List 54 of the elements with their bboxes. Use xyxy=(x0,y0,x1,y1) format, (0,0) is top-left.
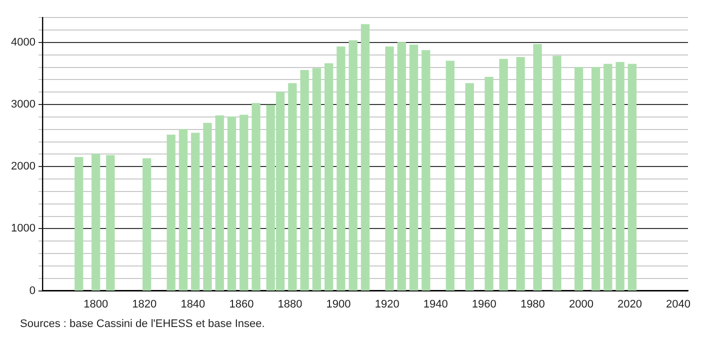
bar xyxy=(628,64,637,291)
bar xyxy=(300,70,309,291)
bar xyxy=(252,102,260,291)
bar xyxy=(336,46,346,291)
y-tick-label: 0 xyxy=(29,284,36,297)
bar xyxy=(552,56,562,291)
bar xyxy=(516,57,525,291)
bar xyxy=(446,60,455,291)
bar xyxy=(312,68,322,291)
x-tick-label: 2000 xyxy=(568,298,594,310)
bar xyxy=(397,42,406,291)
x-tick-label: 2020 xyxy=(618,298,642,310)
x-tick-label: 1880 xyxy=(278,298,302,310)
bar xyxy=(288,83,297,291)
bar xyxy=(422,50,430,291)
bar xyxy=(385,46,394,291)
bar xyxy=(74,156,84,291)
bar xyxy=(616,62,624,291)
x-tick-label: 1840 xyxy=(180,298,206,310)
bar xyxy=(484,76,494,291)
y-tick-label: 4000 xyxy=(10,36,36,48)
bar xyxy=(360,24,370,291)
x-tick-label: 1820 xyxy=(132,298,157,310)
bar xyxy=(191,132,200,291)
bar xyxy=(465,83,474,291)
bar xyxy=(348,40,358,291)
bar xyxy=(533,44,542,291)
bar xyxy=(240,114,248,291)
y-tick-label: 1000 xyxy=(10,222,36,235)
bar xyxy=(178,129,188,291)
bar xyxy=(604,64,612,291)
x-tick-label: 2040 xyxy=(666,298,691,310)
bar xyxy=(92,154,100,291)
bar xyxy=(215,115,224,291)
x-tick-label: 1800 xyxy=(84,298,108,310)
bar xyxy=(409,44,418,291)
bar xyxy=(142,158,152,291)
x-tick-label: 1920 xyxy=(374,298,400,310)
y-tick-label: 2000 xyxy=(10,160,36,173)
y-tick-label: 3000 xyxy=(10,98,36,111)
x-tick-label: 1860 xyxy=(229,298,254,310)
bar xyxy=(591,66,600,291)
bar xyxy=(203,122,212,291)
bar xyxy=(574,66,584,291)
bar xyxy=(324,63,334,291)
source-note: Sources : base Cassini de l'EHESS et base Insee. xyxy=(20,318,266,330)
bar xyxy=(227,116,236,291)
bar xyxy=(499,58,508,291)
x-tick-label: 1980 xyxy=(520,298,545,310)
bar xyxy=(166,134,176,291)
x-tick-label: 1960 xyxy=(472,298,496,310)
bar xyxy=(106,155,115,291)
x-tick-label: 1900 xyxy=(326,298,351,310)
x-tick-label: 1940 xyxy=(423,298,448,310)
